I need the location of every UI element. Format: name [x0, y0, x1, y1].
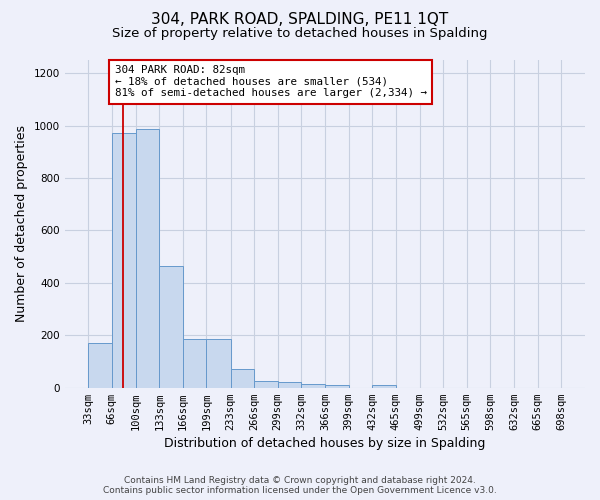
Y-axis label: Number of detached properties: Number of detached properties — [15, 126, 28, 322]
Bar — [112, 134, 136, 388]
Bar — [183, 339, 206, 388]
Bar — [278, 382, 301, 388]
Bar — [160, 266, 183, 388]
Bar — [206, 339, 230, 388]
X-axis label: Distribution of detached houses by size in Spalding: Distribution of detached houses by size … — [164, 437, 485, 450]
Bar — [301, 384, 325, 388]
Bar — [88, 343, 112, 388]
Bar — [254, 381, 278, 388]
Text: Size of property relative to detached houses in Spalding: Size of property relative to detached ho… — [112, 28, 488, 40]
Text: 304 PARK ROAD: 82sqm
← 18% of detached houses are smaller (534)
81% of semi-deta: 304 PARK ROAD: 82sqm ← 18% of detached h… — [115, 65, 427, 98]
Bar — [372, 385, 395, 388]
Text: 304, PARK ROAD, SPALDING, PE11 1QT: 304, PARK ROAD, SPALDING, PE11 1QT — [151, 12, 449, 28]
Bar — [325, 385, 349, 388]
Bar — [136, 130, 160, 388]
Text: Contains HM Land Registry data © Crown copyright and database right 2024.
Contai: Contains HM Land Registry data © Crown c… — [103, 476, 497, 495]
Bar — [230, 370, 254, 388]
